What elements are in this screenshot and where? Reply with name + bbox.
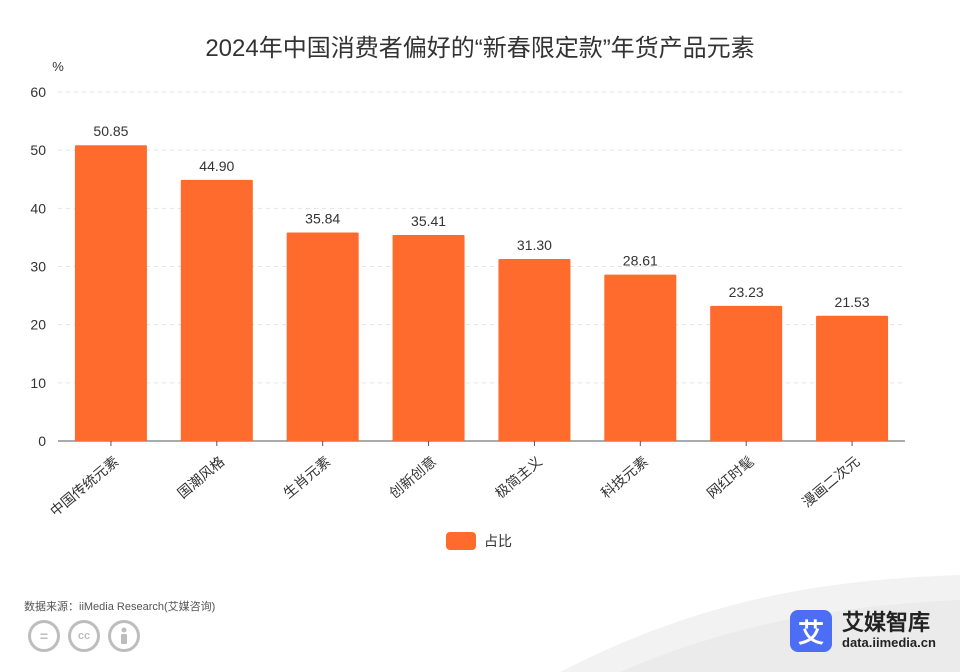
y-tick-label: 60 bbox=[30, 84, 46, 100]
bar-chart: 2024年中国消费者偏好的“新春限定款”年货产品元素 % 0 10 20 30 40 50… bbox=[30, 35, 905, 550]
person-icon bbox=[108, 620, 140, 652]
bar[interactable] bbox=[498, 258, 571, 441]
y-tick-label: 30 bbox=[30, 259, 46, 275]
brand-name: 艾媒智库 bbox=[842, 610, 931, 635]
bar[interactable] bbox=[286, 232, 359, 441]
bar[interactable] bbox=[710, 305, 783, 441]
brand: 艾 艾媒智库 data.iimedia.cn bbox=[790, 610, 936, 652]
x-tick-label: 生肖元素 bbox=[280, 453, 333, 501]
bar-value-label: 31.30 bbox=[517, 237, 552, 253]
license-icons: = cc bbox=[28, 620, 140, 652]
bar[interactable] bbox=[604, 274, 677, 441]
equals-icon: = bbox=[28, 620, 60, 652]
bar[interactable] bbox=[180, 179, 253, 441]
y-tick-label: 0 bbox=[38, 433, 46, 449]
legend-swatch bbox=[446, 532, 476, 550]
y-tick-label: 40 bbox=[30, 200, 46, 216]
x-tick-label: 漫画二次元 bbox=[799, 453, 863, 510]
x-tick-label: 国潮风格 bbox=[174, 453, 227, 501]
bars: 50.85 44.90 35.84 35.41 31.30 28.61 23.23 21.53 bbox=[74, 123, 889, 441]
x-tick-label: 极简主义 bbox=[492, 453, 545, 501]
bar[interactable] bbox=[392, 235, 465, 441]
y-axis-ticks: 0 10 20 30 40 50 60 bbox=[30, 84, 46, 449]
y-axis-unit: % bbox=[52, 59, 64, 74]
brand-url: data.iimedia.cn bbox=[842, 635, 936, 650]
bar-value-label: 44.90 bbox=[199, 158, 234, 174]
bar-value-label: 21.53 bbox=[835, 294, 870, 310]
brand-logo-icon: 艾 bbox=[790, 610, 832, 652]
x-tick-label: 网红时髦 bbox=[704, 453, 757, 501]
y-tick-label: 20 bbox=[30, 317, 46, 333]
legend-label: 占比 bbox=[484, 533, 512, 549]
x-axis-ticks: 中国传统元素 国潮风格 生肖元素 创新创意 极简主义 科技元素 网红时髦 漫画二次元 bbox=[47, 441, 863, 519]
bar-value-label: 23.23 bbox=[729, 284, 764, 300]
bar-value-label: 35.84 bbox=[305, 211, 340, 227]
bar[interactable] bbox=[816, 315, 889, 441]
y-tick-label: 50 bbox=[30, 142, 46, 158]
bar[interactable] bbox=[74, 145, 147, 441]
bar-value-label: 50.85 bbox=[93, 123, 128, 139]
x-tick-label: 创新创意 bbox=[386, 453, 439, 501]
x-tick-label: 中国传统元素 bbox=[47, 453, 122, 519]
legend[interactable]: 占比 bbox=[446, 532, 512, 550]
bar-value-label: 35.41 bbox=[411, 213, 446, 229]
bar-value-label: 28.61 bbox=[623, 253, 658, 269]
source-note: 数据来源：iiMedia Research(艾媒咨询) bbox=[24, 601, 216, 613]
x-tick-label: 科技元素 bbox=[598, 453, 651, 501]
cc-icon: cc bbox=[68, 620, 100, 652]
chart-title: 2024年中国消费者偏好的“新春限定款”年货产品元素 bbox=[205, 35, 754, 62]
y-tick-label: 10 bbox=[30, 375, 46, 391]
